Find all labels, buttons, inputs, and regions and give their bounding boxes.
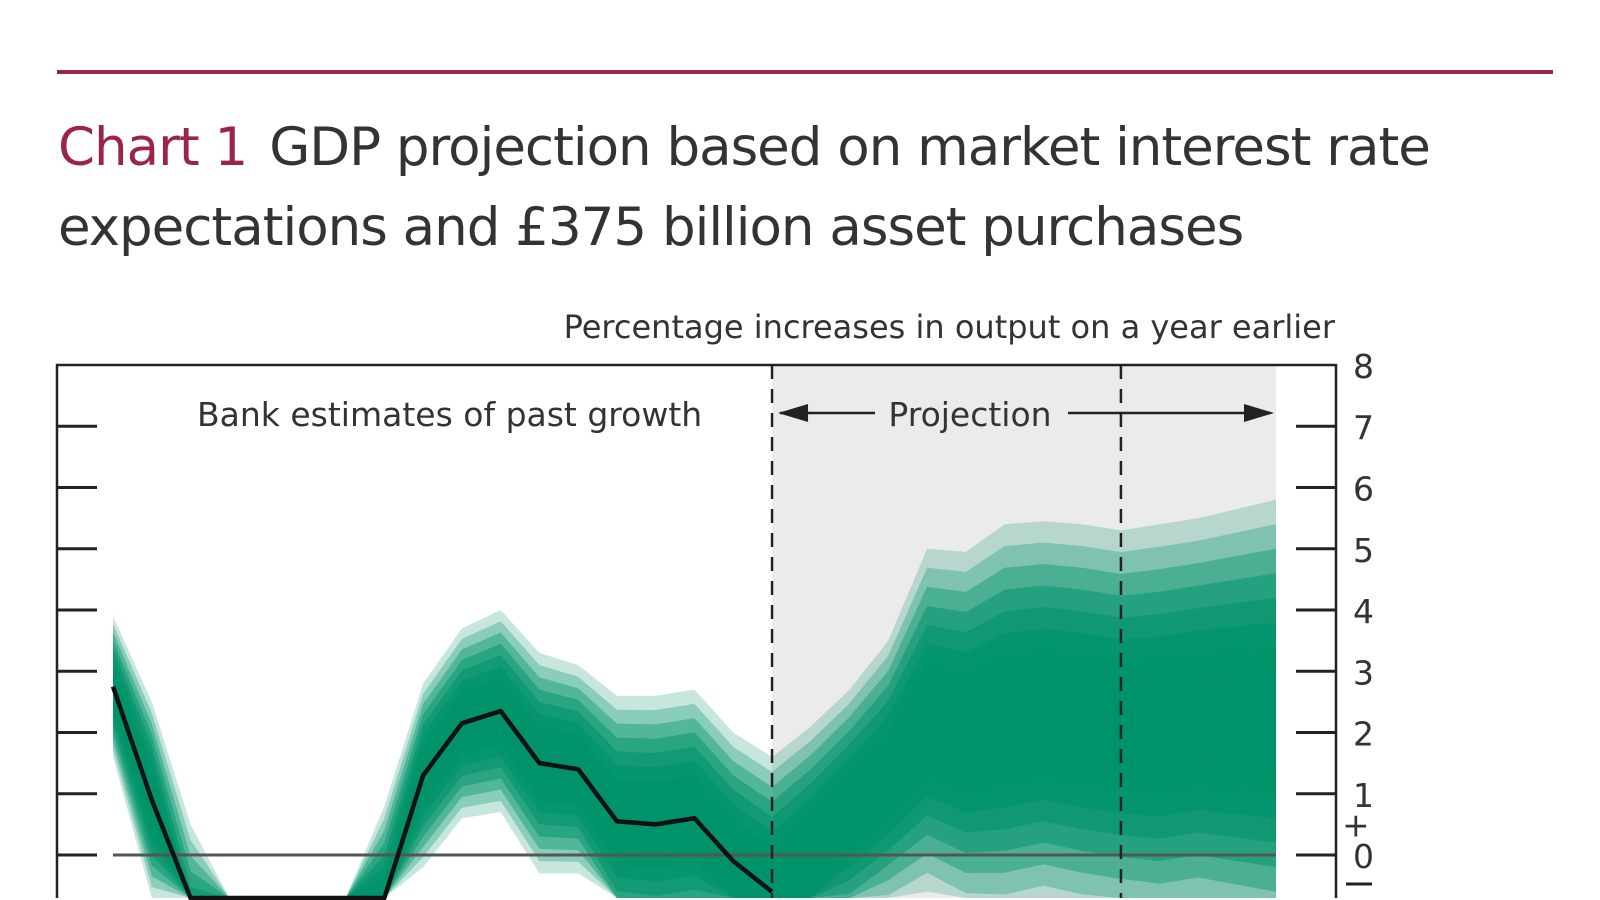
- y-axis-label: Percentage increases in output on a year…: [564, 308, 1336, 346]
- y-tick-label: 7: [1353, 408, 1374, 447]
- plot-frame: [55, 363, 1338, 898]
- y-tick-label: 0: [1353, 837, 1374, 876]
- fan-band-9: [113, 678, 1276, 898]
- header-rule: [57, 70, 1553, 74]
- projection-label: Projection: [888, 395, 1051, 434]
- y-tick-label: 5: [1353, 531, 1374, 570]
- central-projection-line: [110, 685, 774, 900]
- chart-title-text: GDP projection based on market interest …: [58, 117, 1431, 258]
- arrow-right-icon: [1244, 404, 1274, 422]
- chart-number: Chart 1: [58, 117, 248, 178]
- arrow-left-icon: [778, 404, 809, 422]
- chart-title: Chart 1 GDP projection based on market in…: [58, 108, 1538, 268]
- plus-sign: +: [1342, 805, 1370, 844]
- y-tick-label: 3: [1353, 653, 1374, 692]
- y-tick-label: 1: [1353, 776, 1374, 815]
- y-tick-label: 8: [1353, 347, 1374, 386]
- y-tick-label: 2: [1353, 715, 1374, 754]
- y-tick-label: 4: [1353, 592, 1374, 631]
- y-tick-label: 6: [1353, 470, 1374, 509]
- past-growth-label: Bank estimates of past growth: [197, 395, 702, 434]
